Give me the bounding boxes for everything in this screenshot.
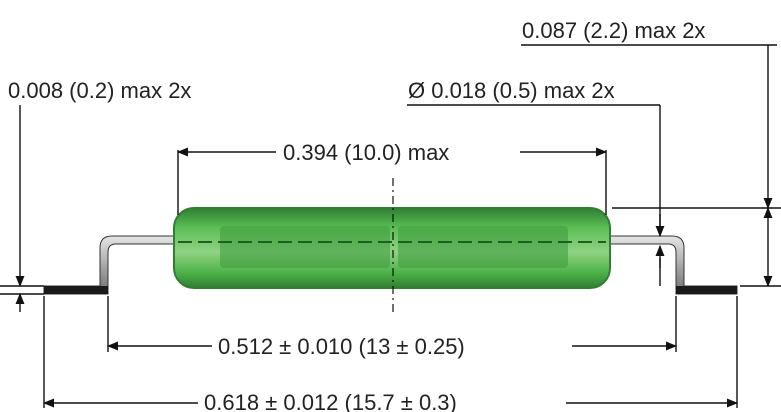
reed-switch-body: [173, 207, 611, 289]
overall-length-label: 0.618 ± 0.012 (15.7 ± 0.3): [204, 390, 457, 412]
extension-lines: [0, 44, 781, 408]
lead-height-label: 0.087 (2.2) max 2x: [522, 18, 705, 43]
body-length-label: 0.394 (10.0) max: [283, 140, 449, 165]
lead-thickness-label: 0.008 (0.2) max 2x: [8, 78, 191, 103]
lead-diameter-label: Ø 0.018 (0.5) max 2x: [408, 78, 615, 103]
right-lead: [605, 235, 738, 295]
dimension-arrows: [15, 147, 773, 408]
left-lead: [43, 235, 179, 295]
lead-span-label: 0.512 ± 0.010 (13 ± 0.25): [218, 334, 465, 359]
